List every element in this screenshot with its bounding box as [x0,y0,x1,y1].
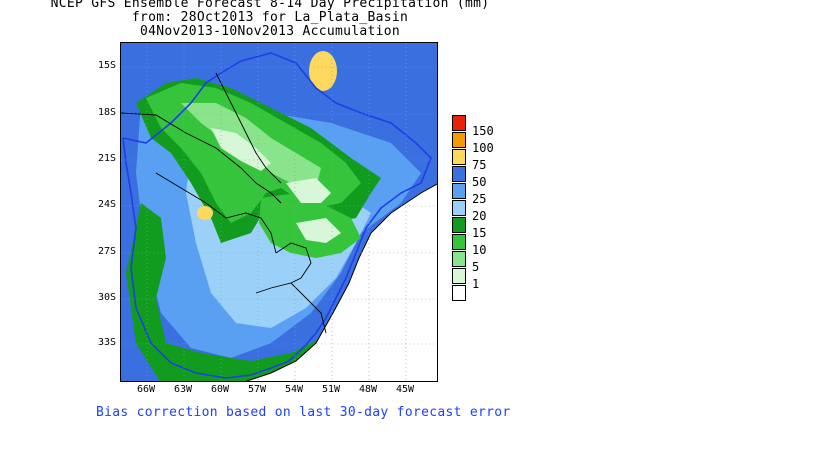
legend-swatch-20 [452,200,466,216]
legend-swatch-75 [452,149,466,165]
country-border-bolivia-paraguay [121,112,282,204]
precip-field-15mm-south [126,203,333,381]
legend-label: 150 [472,124,494,138]
legend-swatch-100 [452,132,466,148]
legend-swatch-0 [452,285,466,301]
legend-label: 25 [472,192,487,206]
map-canvas [121,43,437,381]
legend-label: 1 [472,277,480,291]
legend-label: 20 [472,209,487,223]
country-border-uruguay [255,282,327,334]
legend-label: 100 [472,141,494,155]
legend-swatch-1 [452,268,466,284]
precipitation-map [120,42,438,382]
x-tick-label: 54W [284,384,304,395]
precip-field-1mm [211,128,271,171]
precip-max-west [197,206,213,220]
precip-field-1mm-b [286,178,331,203]
legend-label: 50 [472,175,487,189]
grid-lines [121,43,437,381]
country-border-paraguay-argentina [155,172,277,254]
legend-label: 15 [472,226,487,240]
legend-swatch-5 [452,251,466,267]
x-tick-label: 48W [358,384,378,395]
country-border-brazil-paraguay [215,72,282,184]
legend-swatch-25 [452,183,466,199]
legend-swatch-10 [452,234,466,250]
legend-label: 5 [472,260,480,274]
legend-label: 75 [472,158,487,172]
y-tick-label: 24S [97,199,116,210]
basin-boundary [122,52,432,379]
precip-field-1mm-c [296,218,341,243]
x-tick-label: 60W [210,384,230,395]
y-tick-label: 21S [97,153,116,164]
y-tick-label: 27S [97,246,116,257]
grid-overlay [121,43,437,381]
country-border-brazil-argentina [275,242,312,284]
y-tick-label: 33S [97,337,116,348]
bias-correction-note: Bias correction based on last 30-day for… [96,405,511,420]
x-tick-label: 57W [247,384,267,395]
title-line-3: 04Nov2013-10Nov2013 Accumulation [139,24,401,39]
precip-max-north [309,51,337,91]
y-tick-label: 30S [97,292,116,303]
title-line-1: NCEP GFS Ensemble Forecast 8-14 Day Prec… [50,0,490,11]
y-tick-label: 18S [97,107,116,118]
x-tick-label: 63W [173,384,193,395]
x-tick-label: 66W [136,384,156,395]
title-line-2: from: 28Oct2013 for La_Plata_Basin [131,10,409,25]
legend-label: 10 [472,243,487,257]
coastline [245,183,437,381]
x-tick-label: 45W [395,384,415,395]
y-tick-label: 15S [97,60,116,71]
legend-swatch-150 [452,115,466,131]
ocean-mask [247,184,437,381]
x-tick-label: 51W [321,384,341,395]
legend-swatch-50 [452,166,466,182]
legend-swatch-15 [452,217,466,233]
